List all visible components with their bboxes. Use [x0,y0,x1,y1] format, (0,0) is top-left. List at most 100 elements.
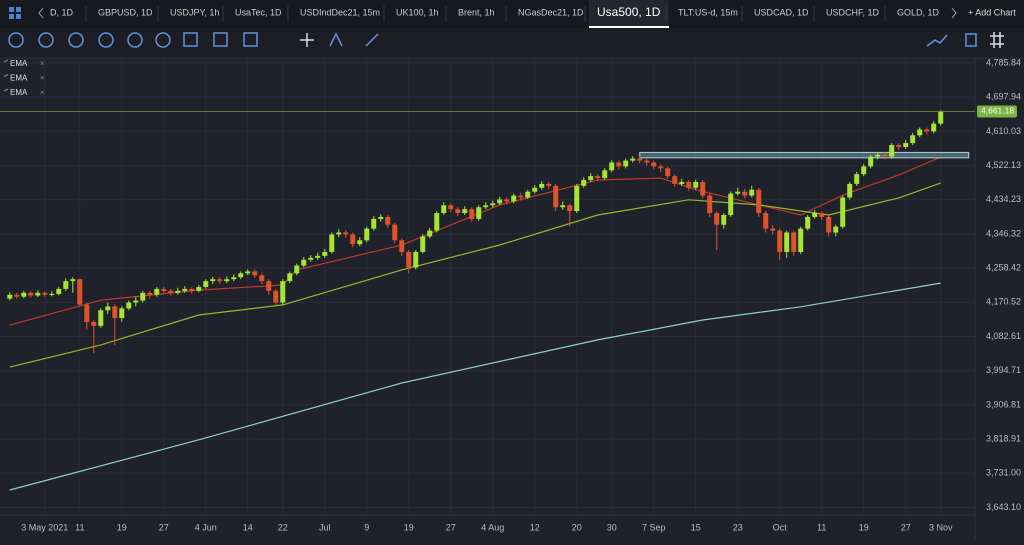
plot [0,58,975,515]
tool[interactable] [155,32,171,48]
candle-body [679,181,685,184]
candle-body [595,176,601,179]
tool[interactable] [38,32,54,48]
candle-body [672,176,678,184]
legend-entry[interactable]: EMA [10,88,28,97]
tool[interactable] [213,32,228,47]
tab[interactable]: Usa500, 1D [597,5,661,19]
tab[interactable]: USDJPY, 1h [170,7,219,17]
candle-body [532,187,538,192]
candle-body [308,257,314,260]
candle-body [175,290,181,293]
candle-body [889,145,895,157]
candle-body [560,205,566,208]
candle-body [686,181,692,188]
candle-body [105,306,111,311]
candle-body [448,205,454,210]
candle-body [693,181,699,188]
active-tab [589,0,669,28]
candle-body [434,213,440,231]
y-tick-label: 4,258.42 [986,263,1021,273]
toolbar [0,28,1024,58]
tool-icons [8,32,1004,48]
candle-body [623,160,629,167]
candle-body [378,216,384,219]
tab[interactable]: D, 1D [50,7,74,17]
tool[interactable] [965,33,977,47]
tab[interactable]: Brent, 1h [458,7,495,17]
legend-entry[interactable]: EMA [10,59,28,68]
candle-body [567,205,573,212]
y-tick-label: 4,082.61 [986,331,1021,341]
candle-body [329,234,335,252]
next-arrow[interactable] [951,7,957,19]
tool[interactable] [365,33,379,47]
x-tick-label: 15 [691,522,701,532]
candle-body [518,195,524,198]
tab[interactable]: UsaTec, 1D [235,7,282,17]
tab[interactable]: GOLD, 1D [897,7,940,17]
tool[interactable] [243,32,258,47]
candle-body [721,215,727,225]
legend-entry[interactable]: EMA [10,74,28,83]
candle-body [161,288,167,291]
candle-body [28,292,34,296]
x-tick-label: 3 Nov [929,522,953,532]
tool[interactable] [183,32,198,47]
candle-body [742,191,748,196]
candle-body [126,302,132,309]
candle-body [133,300,139,303]
tab[interactable]: TLT:US-d, 15m [678,7,738,17]
tab[interactable]: USDIndDec21, 15m [300,7,380,17]
candle-body [343,232,349,235]
y-tick-label: 3,731.00 [986,468,1021,478]
tab[interactable]: UK100, 1h [396,7,439,17]
grid-toggle[interactable] [990,32,1004,48]
tool[interactable] [329,32,343,47]
candle-body [539,183,545,188]
crosshair[interactable] [300,33,314,47]
candle-body [735,191,741,194]
candle-body [287,273,293,282]
candle-body [280,281,286,303]
candle-body [259,275,265,282]
y-tick-label: 3,643.10 [986,502,1021,512]
tool[interactable] [68,32,84,48]
tool[interactable] [98,32,114,48]
chart-type[interactable] [926,34,948,47]
x-tick-label: 27 [159,522,169,532]
tab[interactable]: NGasDec21, 1D [518,7,584,17]
y-tick-label: 4,522.13 [986,160,1021,170]
candle-body [336,232,342,235]
tab[interactable]: GBPUSD, 1D [98,7,153,17]
grid-icon[interactable] [9,7,14,12]
x-tick-label: 19 [859,522,869,532]
y-tick-label: 4,785.84 [986,57,1021,67]
x-tick-label: 3 May 2021 [21,522,68,532]
candle-body [826,216,832,233]
candle-body [833,226,839,233]
candle-body [455,209,461,214]
add-chart[interactable]: + Add Chart [968,7,1016,17]
candle-body [637,158,643,161]
tab[interactable]: USDCAD, 1D [754,7,809,17]
candle-body [546,183,552,186]
candle-body [168,290,174,293]
grid-icon [16,14,21,19]
candle-body [294,265,300,274]
candle-body [931,123,937,132]
candle-body [399,240,405,252]
prev-arrow[interactable] [38,7,44,19]
y-tick-label: 4,346.32 [986,228,1021,238]
x-tick-label: 11 [75,522,84,532]
candle-body [371,218,377,229]
candle-body [777,230,783,252]
legend-icon [3,88,9,92]
tab[interactable]: USDCHF, 1D [826,7,880,17]
tool[interactable] [127,32,143,48]
tool[interactable] [8,32,24,48]
candle-body [392,224,398,241]
x-tick-label: 30 [607,522,617,532]
candle-body [196,286,202,291]
